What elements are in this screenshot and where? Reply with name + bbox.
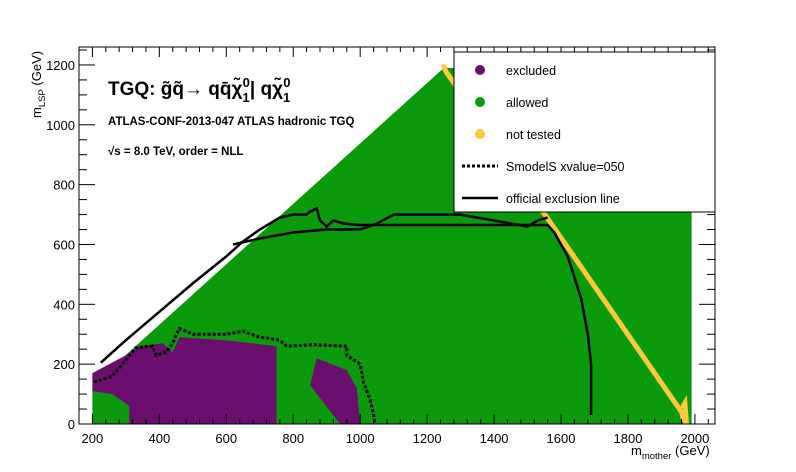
x-tick-label: 600 bbox=[215, 431, 237, 446]
official-exclusion-line-upper bbox=[232, 213, 548, 246]
y-axis-label-main: m bbox=[29, 107, 44, 118]
y-tick-label: 200 bbox=[53, 357, 75, 372]
x-tick-label: 1600 bbox=[547, 431, 576, 446]
plot-frame bbox=[78, 46, 716, 425]
x-axis-label: mmother (GeV) bbox=[631, 443, 710, 462]
chart-title-tail-sup: 0 bbox=[283, 75, 290, 90]
legend-label-0: excluded bbox=[506, 64, 556, 78]
legend-box bbox=[453, 51, 716, 213]
axes: 200 400 600 800 1000 1200 1400 1600 1800 20000200… bbox=[46, 47, 715, 446]
legend-marker-1 bbox=[475, 97, 485, 107]
y-tick-label: 0 bbox=[68, 417, 75, 432]
official-exclusion-line bbox=[99, 206, 593, 415]
y-axis-label-sub: LSP bbox=[37, 89, 48, 107]
legend-label-2: not tested bbox=[506, 128, 561, 142]
x-tick-label: 400 bbox=[148, 431, 170, 446]
legend-label-3: SmodelS xvalue=050 bbox=[506, 160, 625, 174]
legend-label-4: official exclusion line bbox=[506, 192, 620, 206]
y-axis-label: mLSP (GeV) bbox=[29, 51, 48, 118]
y-tick-label: 600 bbox=[53, 237, 75, 252]
chart-title-tail-sub: 1 bbox=[283, 90, 290, 105]
x-tick-label: 1800 bbox=[614, 431, 643, 446]
y-tick-label: 1200 bbox=[46, 58, 75, 73]
x-axis-label-main: m bbox=[631, 443, 642, 458]
x-tick-label: 1400 bbox=[480, 431, 509, 446]
y-tick-label: 400 bbox=[53, 297, 75, 312]
chart-title-sub: 1 bbox=[242, 90, 249, 105]
chart-title-sup: 0 bbox=[243, 75, 250, 90]
y-tick-label: 800 bbox=[53, 178, 75, 193]
excluded-region-1 bbox=[92, 337, 277, 424]
chart-title-main: TGQ: g̃q̃→ qq̄χ̃ bbox=[108, 77, 242, 100]
x-tick-label: 200 bbox=[82, 431, 104, 446]
energy-label: √s = 8.0 TeV, order = NLL bbox=[108, 145, 243, 158]
chart-title-tail: | qχ̃ bbox=[250, 77, 283, 100]
x-tick-label: 2000 bbox=[680, 431, 709, 446]
x-tick-label: 800 bbox=[282, 431, 304, 446]
legend-marker-2 bbox=[475, 129, 485, 139]
x-axis-label-tail: (GeV) bbox=[671, 443, 709, 458]
excluded-region-2 bbox=[310, 358, 361, 424]
legend-label-1: allowed bbox=[506, 96, 548, 110]
y-axis-label-tail: (GeV) bbox=[29, 51, 44, 89]
not-tested-region bbox=[441, 63, 689, 424]
analysis-label: ATLAS-CONF-2013-047 ATLAS hadronic TGQ bbox=[108, 116, 354, 128]
x-tick-label: 1000 bbox=[346, 431, 375, 446]
x-tick-label: 1200 bbox=[413, 431, 442, 446]
x-axis-label-sub: mother bbox=[642, 451, 672, 462]
legend: excluded allowed not tested SmodelS xvalue=… bbox=[453, 51, 716, 213]
y-tick-label: 1000 bbox=[46, 118, 75, 133]
smodels-exclusion-line bbox=[93, 326, 377, 424]
legend-marker-0 bbox=[475, 65, 485, 75]
chart-title: TGQ: g̃q̃→ qq̄χ̃10| qχ̃10 bbox=[108, 75, 291, 105]
